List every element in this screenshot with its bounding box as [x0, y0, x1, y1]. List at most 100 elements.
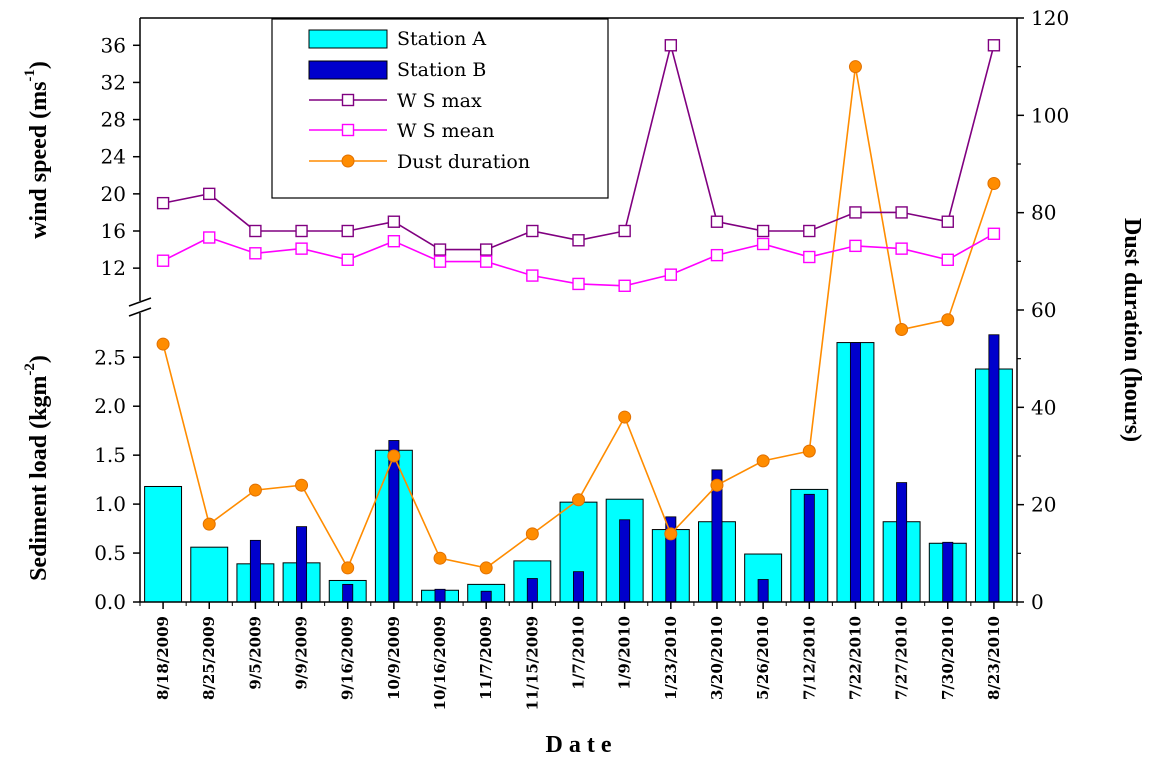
- legend-marker-ws-mean: [341, 123, 355, 137]
- axes-layer: 12 16 20 24 28 32 36 0.0 0.5 1.0 1.5 2.0 2.5 0 20 40 60 8…: [22, 6, 1145, 758]
- dust-duration-point: [156, 337, 170, 351]
- wind-tick-label: 36: [101, 33, 126, 57]
- x-tick-label: 11/15/2009: [523, 616, 541, 710]
- legend-swatch-station-b: [308, 60, 388, 80]
- legend-box: [271, 18, 609, 199]
- dust-duration-point: [479, 561, 493, 575]
- x-tick-label: 8/18/2009: [154, 616, 172, 700]
- sediment-axis-title: Sediment load (kgm-2): [22, 355, 52, 581]
- dust-duration-point: [295, 478, 309, 492]
- x-tick-label: 3/20/2010: [708, 616, 726, 700]
- sediment-tick-label: 2.5: [94, 345, 126, 369]
- ws-mean-point: [849, 239, 862, 253]
- dust-duration-point: [341, 561, 355, 575]
- dust-duration-point: [802, 444, 816, 458]
- ws-max-point: [203, 187, 216, 201]
- legend-label-station-b: Station B: [397, 59, 486, 81]
- dust-tick-label: 0: [1031, 590, 1044, 614]
- dust-tick-label: 120: [1031, 6, 1069, 30]
- x-tick-label: 7/22/2010: [846, 616, 864, 700]
- bar-station-a: [190, 546, 229, 603]
- bar-station-b: [942, 541, 954, 603]
- legend-marker-dust-duration: [341, 154, 355, 168]
- ws-max-point: [526, 224, 539, 238]
- x-tick-label: 1/23/2010: [662, 616, 680, 700]
- ws-mean-point: [203, 231, 216, 244]
- axis-break-mark: [128, 307, 152, 317]
- wind-tick-label: 32: [101, 70, 126, 94]
- bar-station-b: [988, 334, 1000, 603]
- legend-label-dust-duration: Dust duration: [397, 151, 530, 173]
- dust-duration-point: [848, 60, 862, 74]
- wind-tick-label: 20: [101, 182, 126, 206]
- bar-station-b: [849, 342, 861, 603]
- bar-station-b: [526, 578, 538, 603]
- dust-tick-label: 80: [1031, 201, 1056, 225]
- ws-mean-point: [295, 242, 308, 255]
- bars-layer: [144, 334, 1013, 603]
- ws-mean-point: [479, 255, 493, 268]
- ws-max-point: [849, 206, 862, 219]
- x-tick-label: 7/30/2010: [939, 616, 957, 700]
- bar-station-b: [803, 493, 815, 603]
- x-tick-label: 7/12/2010: [800, 616, 818, 700]
- dust-tick-label: 20: [1031, 493, 1056, 517]
- dust-duration-axis-title: Dust duration (hours): [1119, 218, 1145, 442]
- ws-max-point: [249, 224, 262, 238]
- x-tick-label: 10/16/2009: [431, 616, 449, 710]
- sediment-tick-label: 0.0: [94, 590, 126, 614]
- bar-station-b: [296, 526, 308, 603]
- ws-max-point: [572, 234, 585, 247]
- x-tick-label: 7/27/2010: [893, 616, 911, 700]
- dust-duration-point: [710, 478, 724, 492]
- x-tick-label: 9/5/2009: [246, 616, 264, 690]
- wind-tick-label: 16: [101, 219, 126, 243]
- ws-mean-point: [895, 242, 908, 255]
- sediment-tick-label: 1.0: [94, 492, 126, 516]
- ws-mean-point: [941, 253, 954, 266]
- legend-label-station-a: Station A: [397, 28, 486, 50]
- axis-break-mark: [128, 297, 152, 307]
- bar-station-b: [757, 579, 769, 603]
- x-tick-label: 8/25/2009: [200, 616, 218, 700]
- legend-label-ws-mean: W S mean: [397, 120, 494, 142]
- bar-station-b: [896, 482, 908, 603]
- dust-duration-point: [756, 454, 770, 468]
- wind-tick-label: 24: [101, 145, 126, 169]
- x-tick-label: 1/7/2010: [570, 616, 588, 690]
- dust-duration-point: [525, 527, 539, 541]
- dust-duration-point: [941, 313, 955, 327]
- wind-speed-axis-title: wind speed (ms-1): [22, 61, 52, 239]
- ws-mean-point: [341, 253, 354, 266]
- ws-mean-point: [156, 254, 170, 267]
- bar-station-b: [342, 583, 354, 603]
- dust-duration-point: [433, 551, 447, 565]
- ws-max-point: [387, 215, 401, 228]
- sediment-tick-label: 2.0: [94, 394, 126, 418]
- bar-station-b: [480, 590, 492, 603]
- dust-duration-point: [987, 176, 1001, 190]
- ws-max-point: [156, 196, 170, 210]
- dust-tick-label: 60: [1031, 298, 1056, 322]
- legend: Station A Station B W S max W S mean Dust du…: [271, 18, 609, 199]
- x-tick-label: 9/16/2009: [339, 616, 357, 700]
- bar-station-b: [573, 571, 584, 603]
- ws-mean-point: [756, 237, 770, 251]
- ws-mean-point: [803, 250, 816, 264]
- ws-mean-point: [618, 279, 631, 292]
- ws-max-point: [895, 206, 908, 219]
- x-tick-label: 9/9/2009: [293, 616, 311, 690]
- ws-mean-point: [387, 235, 401, 248]
- lines-layer: [156, 39, 1001, 575]
- ws-mean-point: [710, 248, 724, 262]
- ws-mean-point: [572, 277, 585, 291]
- ws-max-point: [710, 215, 724, 228]
- bar-station-a: [144, 485, 183, 603]
- bar-station-b: [619, 519, 631, 603]
- ws-max-point: [295, 224, 308, 238]
- ws-max-point: [664, 39, 678, 52]
- ws-mean-point: [664, 268, 678, 281]
- ws-max-point: [987, 39, 1001, 52]
